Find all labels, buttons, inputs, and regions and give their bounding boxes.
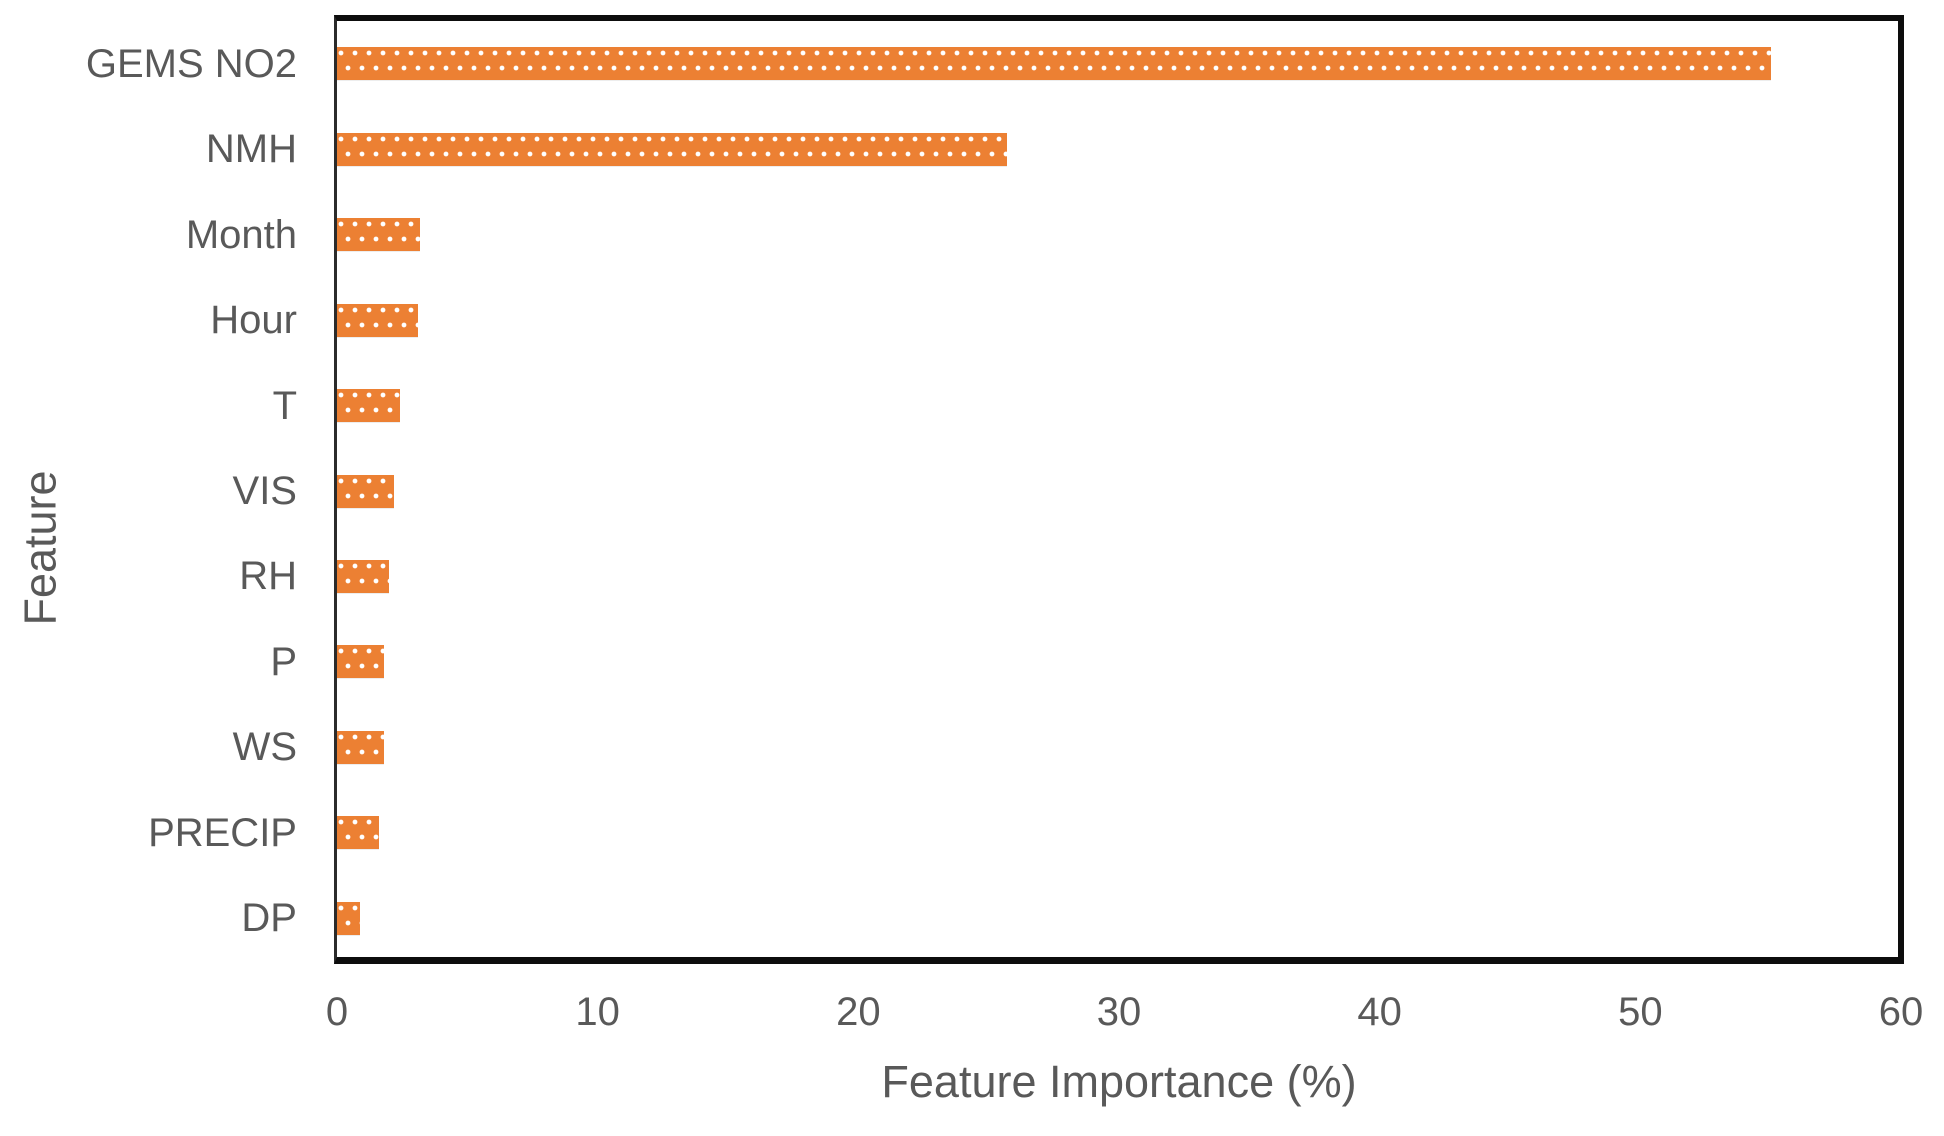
y-tick-label-vis: VIS [232, 469, 297, 513]
bar-hour [337, 303, 418, 337]
x-tick-label-60: 60 [1878, 990, 1924, 1034]
bar-nmh [337, 132, 1007, 166]
y-tick-label-rh: RH [239, 554, 297, 599]
y-tick-label-t: T [272, 383, 297, 428]
y-axis-title: Feature [14, 470, 66, 626]
plot-area [337, 21, 1901, 961]
bar-month [337, 218, 421, 252]
plot-frame [334, 15, 1904, 964]
x-tick-label-40: 40 [1357, 990, 1402, 1034]
y-tick-label-month: Month [185, 212, 297, 257]
bar-gems-no2 [337, 47, 1771, 81]
x-tick-label-20: 20 [836, 990, 881, 1034]
y-tick-label-dp: DP [241, 896, 297, 941]
x-tick-label-0: 0 [325, 990, 349, 1034]
x-axis-title: Feature Importance (%) [881, 1056, 1357, 1107]
bar-rh [337, 559, 390, 593]
bar-dp [337, 901, 361, 935]
y-tick-label-gems-no2: GEMS NO2 [85, 41, 297, 86]
y-tick-label-ws: WS [232, 725, 297, 770]
y-tick-label-precip: PRECIP [148, 810, 297, 855]
bar-p [337, 645, 384, 679]
x-tick-label-30: 30 [1096, 990, 1142, 1034]
y-tick-label-hour: Hour [210, 298, 297, 343]
bar-ws [337, 730, 384, 764]
y-tick-label-p: P [270, 639, 297, 684]
x-tick-label-10: 10 [575, 990, 620, 1034]
y-tick-label-nmh: NMH [205, 127, 297, 172]
bar-precip [337, 816, 379, 850]
x-tick-label-50: 50 [1618, 990, 1663, 1034]
bar-t [337, 389, 400, 423]
bar-vis [337, 474, 395, 508]
